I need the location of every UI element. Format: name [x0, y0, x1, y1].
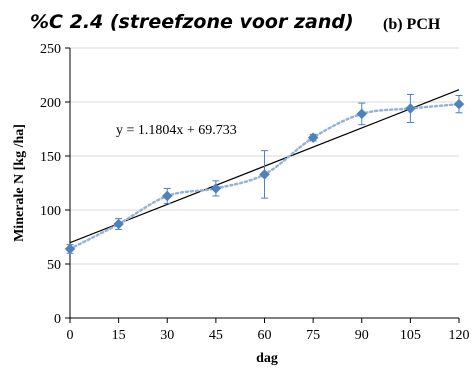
panel-label: (b) PCH — [383, 16, 441, 33]
x-tick-label: 60 — [258, 328, 272, 343]
data-point — [453, 98, 465, 110]
y-tick-label: 250 — [40, 42, 61, 57]
y-tick-label: 150 — [40, 150, 61, 165]
y-tick-label: 200 — [40, 96, 61, 111]
axes — [65, 47, 460, 323]
data-point — [113, 218, 124, 230]
series-group — [64, 93, 465, 255]
y-tick-label: 50 — [47, 258, 61, 273]
data-point — [161, 190, 173, 202]
x-tick-label: 0 — [67, 328, 74, 343]
x-tick-label: 75 — [306, 328, 320, 343]
data-point — [259, 169, 270, 180]
y-axis-label: Minerale N [kg /ha] — [12, 124, 27, 242]
x-tick-labels: 0 15 30 45 60 75 90 105 120 — [67, 328, 470, 343]
x-tick-label: 120 — [449, 328, 470, 343]
data-point — [356, 108, 368, 120]
trendline-equation: y = 1.1804x + 69.733 — [116, 123, 237, 138]
chart-title: %C 2.4 (streefzone voor zand) — [30, 11, 354, 33]
x-tick-label: 30 — [160, 328, 174, 343]
y-tick-label: 0 — [54, 312, 61, 327]
data-point — [64, 243, 76, 255]
x-tick-label: 105 — [400, 328, 421, 343]
data-point — [210, 183, 222, 194]
y-tick-label: 100 — [40, 204, 61, 219]
y-tick-labels: 0 50 100 150 200 250 — [40, 42, 61, 327]
data-point — [307, 132, 319, 143]
data-point — [405, 103, 416, 114]
x-axis-label: dag — [256, 351, 278, 366]
x-tick-label: 90 — [355, 328, 369, 343]
x-tick-label: 15 — [112, 328, 126, 343]
x-tick-label: 45 — [209, 328, 223, 343]
